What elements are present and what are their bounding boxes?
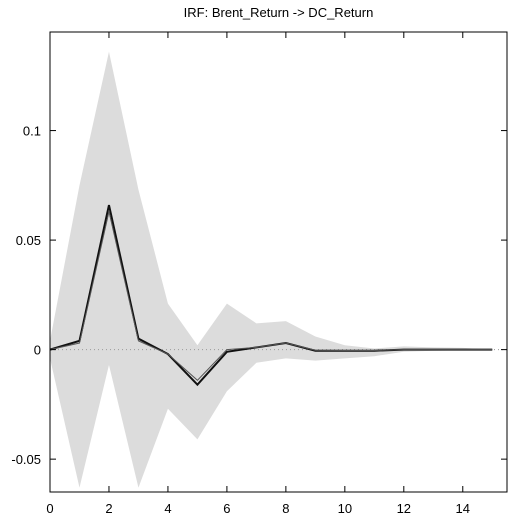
series-line-bootstrap-median	[49, 211, 493, 381]
y-tick-label: 0.1	[23, 124, 41, 139]
x-tick-label: 2	[105, 501, 112, 516]
x-tick-label: 8	[282, 501, 289, 516]
x-tick-label: 14	[456, 501, 470, 516]
confidence-band-layer	[50, 51, 493, 488]
y-axis: -0.05 0 0.05 0.1	[11, 124, 507, 467]
x-tick-label: 0	[46, 501, 53, 516]
y-tick-label: -0.05	[11, 452, 41, 467]
x-axis: 0 2 4 6 8 10 12 14	[46, 32, 470, 516]
x-tick-label: 6	[223, 501, 230, 516]
x-tick-label: 12	[397, 501, 411, 516]
x-tick-label: 4	[164, 501, 171, 516]
y-tick-label: 0.05	[16, 233, 41, 248]
confidence-band	[50, 51, 493, 488]
plot-frame	[49, 31, 508, 493]
x-tick-label: 10	[338, 501, 352, 516]
series-layer	[49, 204, 493, 387]
y-tick-label: 0	[34, 343, 41, 358]
chart-title: IRF: Brent_Return -> DC_Return	[184, 5, 374, 20]
